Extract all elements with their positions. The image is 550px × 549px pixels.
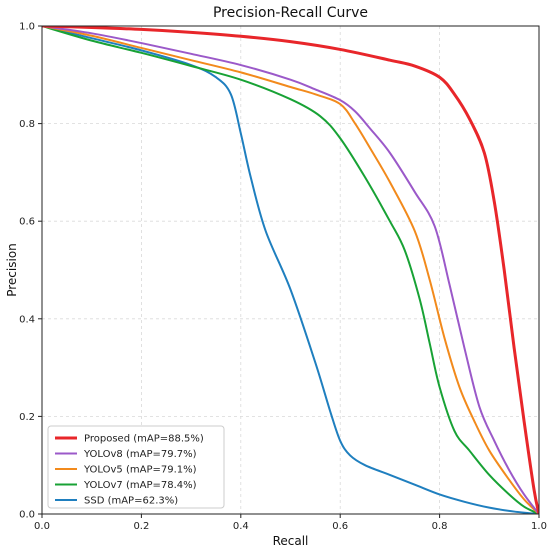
x-tick-label: 1.0 (531, 521, 547, 532)
legend-label: Proposed (mAP=88.5%) (84, 434, 204, 445)
legend-box (47, 425, 225, 509)
chart-title: Precision-Recall Curve (213, 5, 368, 21)
series-line-4 (42, 26, 539, 514)
y-axis-ticks: 0.0 0.2 0.4 0.6 0.8 1.0 (19, 22, 42, 521)
x-tick-label: 0.2 (133, 521, 149, 532)
series-line-3 (42, 26, 539, 514)
legend-label: YOLOv8 (mAP=79.7%) (83, 449, 197, 460)
legend-label: YOLOv5 (mAP=79.1%) (83, 465, 197, 476)
series-line-2 (42, 26, 539, 514)
y-tick-label: 0.4 (19, 314, 35, 325)
y-tick-label: 1.0 (19, 22, 35, 33)
series-line-1 (42, 26, 539, 514)
legend: Proposed (mAP=88.5%) YOLOv8 (mAP=79.7%) YO… (47, 425, 225, 509)
x-tick-label: 0.8 (432, 521, 448, 532)
plot-frame (41, 25, 540, 515)
x-axis-ticks: 0.0 0.2 0.4 0.6 0.8 1.0 (34, 514, 547, 532)
series-line-5 (42, 26, 539, 514)
x-tick-label: 0.4 (233, 521, 249, 532)
y-tick-label: 0.2 (19, 412, 35, 423)
series-layer (42, 26, 539, 514)
legend-label: SSD (mAP=62.3%) (84, 496, 178, 507)
y-tick-label: 0.8 (19, 119, 35, 130)
y-tick-label: 0.0 (19, 510, 35, 521)
y-axis-label: Precision (5, 243, 19, 297)
x-axis-label: Recall (273, 534, 309, 548)
y-tick-label: 0.6 (19, 217, 35, 228)
x-tick-label: 0.0 (34, 521, 50, 532)
x-tick-label: 0.6 (332, 521, 348, 532)
legend-label: YOLOv7 (mAP=78.4%) (83, 480, 197, 491)
